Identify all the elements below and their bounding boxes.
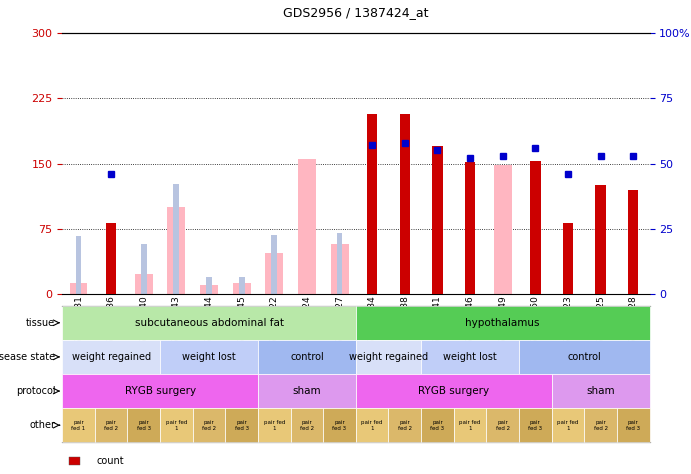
Text: weight regained: weight regained [72, 352, 151, 362]
Bar [206, 276, 212, 294]
Bar [628, 190, 638, 294]
Bar [298, 159, 316, 294]
Text: pair fed
1: pair fed 1 [263, 420, 285, 430]
Bar [200, 285, 218, 294]
Text: tissue: tissue [26, 318, 55, 328]
Text: pair
fed 2: pair fed 2 [104, 420, 118, 430]
Text: control: control [290, 352, 324, 362]
Bar [75, 236, 82, 294]
Text: GDS2956 / 1387424_at: GDS2956 / 1387424_at [283, 6, 428, 19]
Bar [596, 185, 606, 294]
Text: pair
fed 3: pair fed 3 [137, 420, 151, 430]
Bar [141, 245, 146, 294]
Text: weight regained: weight regained [349, 352, 428, 362]
Text: control: control [567, 352, 601, 362]
Bar [233, 283, 251, 294]
Bar [399, 114, 410, 294]
Bar [272, 235, 277, 294]
Text: subcutaneous abdominal fat: subcutaneous abdominal fat [135, 318, 283, 328]
Text: weight lost: weight lost [182, 352, 236, 362]
Text: pair
fed 3: pair fed 3 [626, 420, 641, 430]
Bar [367, 114, 377, 294]
Text: pair fed
1: pair fed 1 [557, 420, 578, 430]
Text: RYGB surgery: RYGB surgery [124, 386, 196, 396]
Text: pair
fed 2: pair fed 2 [202, 420, 216, 430]
Text: pair
fed 2: pair fed 2 [300, 420, 314, 430]
Bar [562, 223, 573, 294]
Bar [135, 274, 153, 294]
Text: pair
fed 3: pair fed 3 [430, 420, 444, 430]
Text: other: other [29, 420, 55, 430]
Text: RYGB surgery: RYGB surgery [418, 386, 489, 396]
Text: pair
fed 3: pair fed 3 [332, 420, 347, 430]
Bar [106, 223, 116, 294]
Text: protocol: protocol [16, 386, 55, 396]
Bar [173, 183, 180, 294]
Bar [337, 233, 343, 294]
Text: weight lost: weight lost [443, 352, 497, 362]
Text: hypothalamus: hypothalamus [466, 318, 540, 328]
Text: disease state: disease state [0, 352, 55, 362]
Bar [330, 245, 348, 294]
Bar [565, 227, 571, 294]
Bar [465, 162, 475, 294]
Text: pair
fed 3: pair fed 3 [529, 420, 542, 430]
Text: sham: sham [586, 386, 615, 396]
Bar [238, 276, 245, 294]
Bar [265, 253, 283, 294]
Text: pair
fed 2: pair fed 2 [495, 420, 510, 430]
Bar [530, 161, 540, 294]
Text: pair fed
1: pair fed 1 [166, 420, 187, 430]
Text: pair fed
1: pair fed 1 [361, 420, 383, 430]
Text: pair
fed 2: pair fed 2 [398, 420, 412, 430]
Text: sham: sham [292, 386, 321, 396]
Text: pair
fed 1: pair fed 1 [71, 420, 86, 430]
Bar [167, 207, 185, 294]
Bar [432, 146, 443, 294]
Bar [70, 283, 88, 294]
Text: count: count [97, 456, 124, 466]
Bar [494, 165, 511, 294]
Text: pair fed
1: pair fed 1 [460, 420, 481, 430]
Text: pair
fed 3: pair fed 3 [235, 420, 249, 430]
Text: pair
fed 2: pair fed 2 [594, 420, 607, 430]
